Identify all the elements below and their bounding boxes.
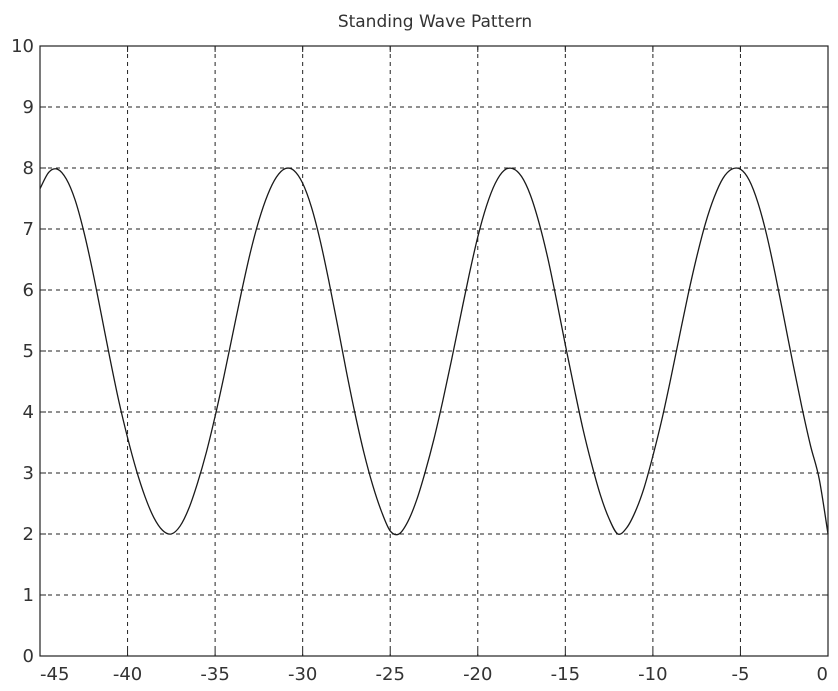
y-tick-label-1: 1 bbox=[23, 585, 34, 606]
y-tick-marks bbox=[40, 45, 828, 657]
y-tick-label-5: 5 bbox=[23, 341, 34, 362]
x-tick-label-0: -45 bbox=[40, 664, 69, 685]
y-tick-label-7: 7 bbox=[23, 219, 34, 240]
y-tick-label-3: 3 bbox=[23, 463, 34, 484]
y-tick-label-8: 8 bbox=[23, 158, 34, 179]
x-tick-label-3: -30 bbox=[288, 664, 317, 685]
x-tick-label-1: -40 bbox=[113, 664, 142, 685]
chart-title: Standing Wave Pattern bbox=[338, 12, 532, 32]
y-tick-label-4: 4 bbox=[23, 402, 34, 423]
x-tick-label-6: -15 bbox=[551, 664, 580, 685]
x-tick-label-7: -10 bbox=[638, 664, 667, 685]
y-tick-labels: 0 1 2 3 4 5 6 7 8 9 10 bbox=[11, 36, 34, 667]
x-tick-labels: -45 -40 -35 -30 -25 -20 -15 -10 -5 0 bbox=[40, 664, 828, 685]
x-tick-label-8: -5 bbox=[731, 664, 749, 685]
x-tick-label-2: -35 bbox=[200, 664, 229, 685]
series-line bbox=[39, 167, 829, 536]
x-tick-label-9: 0 bbox=[817, 664, 828, 685]
y-tick-label-9: 9 bbox=[23, 97, 34, 118]
x-tick-label-5: -20 bbox=[463, 664, 492, 685]
grid-lines bbox=[40, 46, 828, 656]
y-tick-label-10: 10 bbox=[11, 36, 34, 57]
y-tick-label-0: 0 bbox=[23, 646, 34, 667]
y-tick-label-2: 2 bbox=[23, 524, 34, 545]
x-tick-label-4: -25 bbox=[376, 664, 405, 685]
y-tick-label-6: 6 bbox=[23, 280, 34, 301]
x-tick-marks bbox=[39, 46, 829, 656]
